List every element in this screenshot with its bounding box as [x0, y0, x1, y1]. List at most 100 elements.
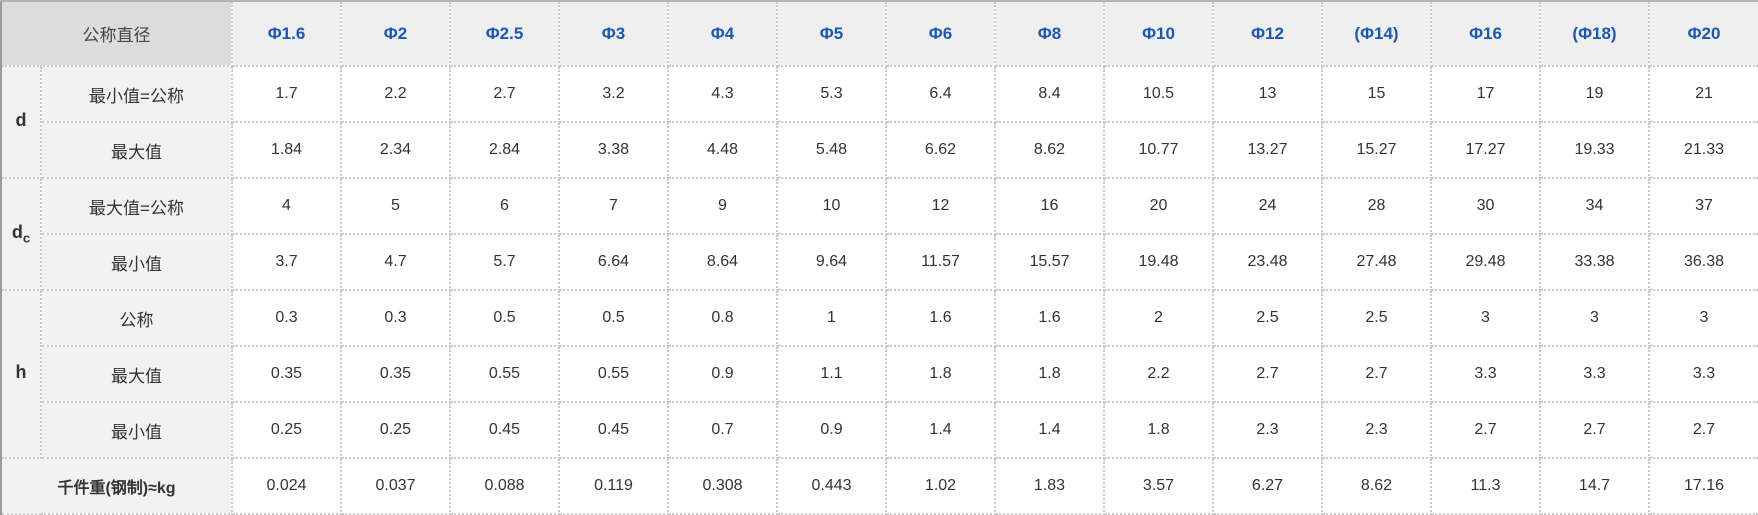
value-cell: 7	[558, 177, 669, 235]
value-cell: 19.33	[1539, 121, 1650, 179]
value-cell: 11.57	[885, 233, 996, 291]
group-label-dc: dc	[0, 177, 42, 291]
value-cell: 20	[1103, 177, 1214, 235]
value-cell: 37	[1648, 177, 1758, 235]
value-cell: 14.7	[1539, 457, 1650, 515]
value-cell: 4.48	[667, 121, 778, 179]
value-cell: 10.77	[1103, 121, 1214, 179]
value-cell: 0.35	[340, 345, 451, 403]
column-header: (Φ18)	[1539, 0, 1650, 67]
value-cell: 0.5	[449, 289, 560, 347]
value-cell: 0.55	[449, 345, 560, 403]
value-cell: 34	[1539, 177, 1650, 235]
value-cell: 4.3	[667, 65, 778, 123]
table-row-weight: 千件重(钢制)≈kg 0.024 0.037 0.088 0.119 0.308…	[0, 457, 1758, 515]
value-cell: 0.35	[231, 345, 342, 403]
row-label: 最小值	[40, 401, 233, 459]
group-label-d: d	[0, 65, 42, 179]
value-cell: 2.7	[1539, 401, 1650, 459]
value-cell: 2.7	[1648, 401, 1758, 459]
value-cell: 0.9	[776, 401, 887, 459]
value-cell: 5.7	[449, 233, 560, 291]
value-cell: 8.62	[1321, 457, 1432, 515]
value-cell: 15.27	[1321, 121, 1432, 179]
value-cell: 3.38	[558, 121, 669, 179]
value-cell: 1.4	[994, 401, 1105, 459]
value-cell: 2.7	[1212, 345, 1323, 403]
value-cell: 1	[776, 289, 887, 347]
value-cell: 10.5	[1103, 65, 1214, 123]
weight-row-label: 千件重(钢制)≈kg	[0, 457, 233, 515]
value-cell: 1.84	[231, 121, 342, 179]
table-row-h-max: 最大值 0.35 0.35 0.55 0.55 0.9 1.1 1.8 1.8 …	[1, 345, 1758, 403]
value-cell: 16	[994, 177, 1105, 235]
column-header: Φ16	[1430, 0, 1541, 67]
value-cell: 11.3	[1430, 457, 1541, 515]
value-cell: 0.45	[449, 401, 560, 459]
value-cell: 2.7	[1321, 345, 1432, 403]
value-cell: 17.27	[1430, 121, 1541, 179]
value-cell: 10	[776, 177, 887, 235]
value-cell: 2.2	[340, 65, 451, 123]
value-cell: 33.38	[1539, 233, 1650, 291]
value-cell: 2.3	[1321, 401, 1432, 459]
column-header: Φ1.6	[231, 0, 342, 67]
value-cell: 30	[1430, 177, 1541, 235]
value-cell: 0.308	[667, 457, 778, 515]
value-cell: 3.3	[1430, 345, 1541, 403]
value-cell: 0.45	[558, 401, 669, 459]
value-cell: 3.2	[558, 65, 669, 123]
value-cell: 0.3	[231, 289, 342, 347]
value-cell: 1.02	[885, 457, 996, 515]
column-header: Φ5	[776, 0, 887, 67]
value-cell: 3	[1648, 289, 1758, 347]
column-header: (Φ14)	[1321, 0, 1432, 67]
value-cell: 2.84	[449, 121, 560, 179]
value-cell: 1.83	[994, 457, 1105, 515]
row-label: 最大值=公称	[40, 177, 233, 235]
value-cell: 1.8	[1103, 401, 1214, 459]
value-cell: 1.7	[231, 65, 342, 123]
value-cell: 17	[1430, 65, 1541, 123]
value-cell: 19.48	[1103, 233, 1214, 291]
value-cell: 2.7	[1430, 401, 1541, 459]
value-cell: 3	[1430, 289, 1541, 347]
value-cell: 21	[1648, 65, 1758, 123]
value-cell: 3	[1539, 289, 1650, 347]
value-cell: 24	[1212, 177, 1323, 235]
header-row: 公称直径 Φ1.6 Φ2 Φ2.5 Φ3 Φ4 Φ5 Φ6 Φ8 Φ10 Φ12…	[0, 0, 1758, 67]
value-cell: 3.3	[1539, 345, 1650, 403]
column-header: Φ2.5	[449, 0, 560, 67]
column-header: Φ20	[1648, 0, 1758, 67]
value-cell: 3.57	[1103, 457, 1214, 515]
value-cell: 2.5	[1212, 289, 1323, 347]
value-cell: 2.3	[1212, 401, 1323, 459]
column-header: Φ8	[994, 0, 1105, 67]
value-cell: 28	[1321, 177, 1432, 235]
value-cell: 0.443	[776, 457, 887, 515]
value-cell: 0.5	[558, 289, 669, 347]
value-cell: 0.9	[667, 345, 778, 403]
table-row-dc-max: dc 最大值=公称 4 5 6 7 9 10 12 16 20 24 28 30…	[0, 177, 1758, 291]
table-row-d-max: 最大值 1.84 2.34 2.84 3.38 4.48 5.48 6.62 8…	[1, 121, 1758, 179]
value-cell: 1.1	[776, 345, 887, 403]
value-cell: 1.6	[885, 289, 996, 347]
value-cell: 3.3	[1648, 345, 1758, 403]
value-cell: 2	[1103, 289, 1214, 347]
value-cell: 21.33	[1648, 121, 1758, 179]
value-cell: 2.7	[449, 65, 560, 123]
value-cell: 6.64	[558, 233, 669, 291]
group-label-h: h	[0, 289, 42, 459]
value-cell: 0.25	[231, 401, 342, 459]
value-cell: 1.8	[994, 345, 1105, 403]
value-cell: 8.4	[994, 65, 1105, 123]
value-cell: 6.27	[1212, 457, 1323, 515]
value-cell: 0.088	[449, 457, 560, 515]
value-cell: 15	[1321, 65, 1432, 123]
value-cell: 5.48	[776, 121, 887, 179]
column-header: Φ4	[667, 0, 778, 67]
column-header: Φ2	[340, 0, 451, 67]
value-cell: 36.38	[1648, 233, 1758, 291]
value-cell: 0.3	[340, 289, 451, 347]
